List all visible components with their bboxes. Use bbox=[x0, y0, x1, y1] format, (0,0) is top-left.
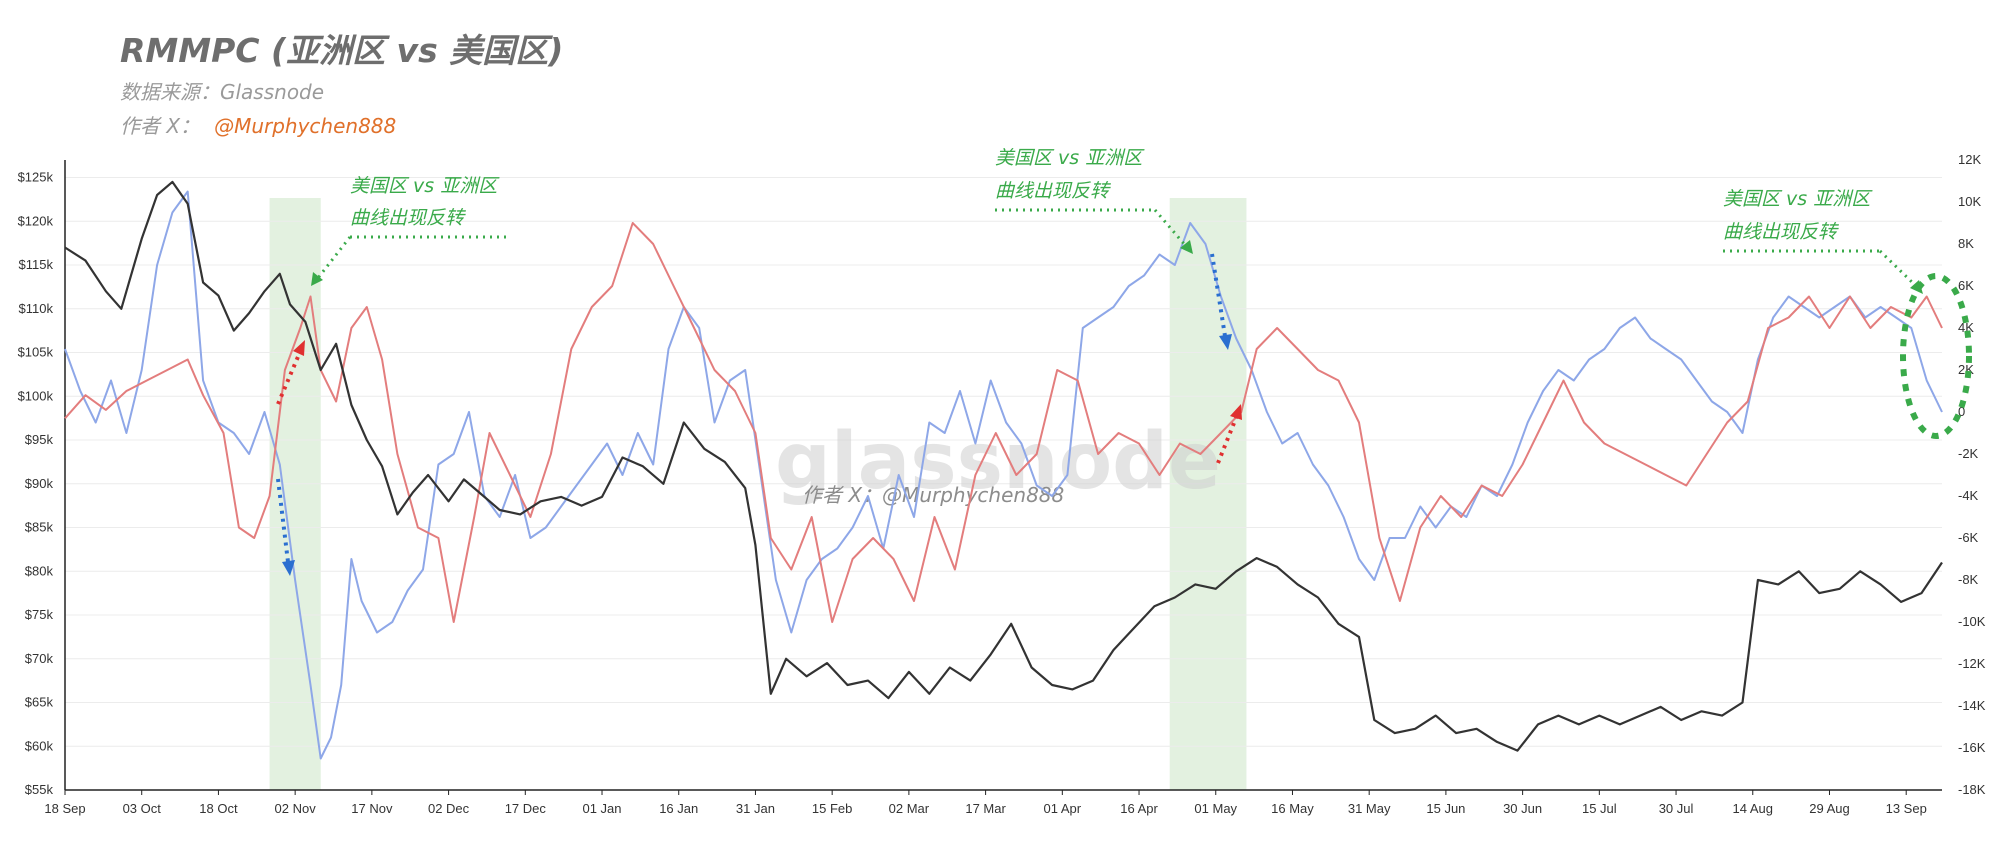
series-line-price bbox=[64, 180, 1943, 752]
x-tick-label: 01 May bbox=[1194, 801, 1237, 816]
x-tick-label: 02 Nov bbox=[275, 801, 317, 816]
right-tick-label: 12K bbox=[1958, 152, 1981, 167]
x-tick-label: 16 May bbox=[1271, 801, 1314, 816]
annotation-2-arrowhead bbox=[1180, 240, 1193, 254]
left-tick-label: $125k bbox=[18, 170, 54, 185]
left-tick-label: $55k bbox=[25, 782, 54, 797]
x-tick-label: 01 Jan bbox=[582, 801, 621, 816]
author-label: 作者 X： bbox=[120, 114, 201, 138]
x-tick-label: 15 Feb bbox=[812, 801, 852, 816]
data-source-label: 数据来源：Glassnode bbox=[120, 80, 325, 104]
x-tick-label: 02 Dec bbox=[428, 801, 470, 816]
annotation-2-line2: 曲线出现反转 bbox=[995, 180, 1111, 202]
x-tick-label: 03 Oct bbox=[123, 801, 162, 816]
left-tick-label: $90k bbox=[25, 476, 54, 491]
series-lines bbox=[64, 180, 1943, 760]
red-arrow-2 bbox=[1216, 417, 1238, 464]
chart-title: RMMPC (亚洲区 vs 美国区) bbox=[120, 31, 564, 70]
x-tick-label: 18 Oct bbox=[199, 801, 238, 816]
left-tick-label: $120k bbox=[18, 213, 54, 228]
x-tick-label: 15 Jul bbox=[1582, 801, 1617, 816]
highlight-band-2 bbox=[1169, 198, 1247, 790]
right-tick-label: -4K bbox=[1958, 488, 1979, 503]
series-line-asia bbox=[64, 190, 1943, 760]
series-line-us bbox=[64, 222, 1943, 623]
x-tick-label: 17 Mar bbox=[965, 801, 1006, 816]
right-tick-label: -10K bbox=[1958, 614, 1986, 629]
annotation-1-arrow bbox=[316, 236, 352, 279]
x-tick-label: 15 Jun bbox=[1426, 801, 1465, 816]
blue-arrow-1-head bbox=[282, 560, 295, 576]
highlight-ellipse bbox=[1900, 273, 1972, 439]
x-tick-label: 30 Jun bbox=[1503, 801, 1542, 816]
x-tick-label: 13 Sep bbox=[1886, 801, 1927, 816]
watermark: glassnode 作者 X：@Murphychen888 bbox=[775, 417, 1221, 507]
annotation-1-arrowhead bbox=[311, 272, 323, 286]
blue-arrow-2-head bbox=[1219, 334, 1232, 350]
x-tick-label: 18 Sep bbox=[44, 801, 85, 816]
x-tick-label: 01 Apr bbox=[1044, 801, 1082, 816]
left-tick-label: $115k bbox=[19, 257, 54, 272]
left-tick-label: $65k bbox=[25, 695, 54, 710]
red-arrow-1-head bbox=[293, 340, 305, 356]
annotation-3-line2: 曲线出现反转 bbox=[1723, 221, 1839, 243]
right-tick-label: -2K bbox=[1958, 446, 1979, 461]
x-tick-label: 16 Jan bbox=[659, 801, 698, 816]
left-tick-label: $100k bbox=[18, 388, 54, 403]
annotation-2-arrow bbox=[1153, 209, 1187, 246]
right-tick-label: -12K bbox=[1958, 656, 1986, 671]
left-tick-label: $85k bbox=[25, 520, 54, 535]
annotation-1-line2: 曲线出现反转 bbox=[350, 207, 466, 229]
left-tick-label: $60k bbox=[25, 738, 54, 753]
left-tick-label: $75k bbox=[25, 607, 54, 622]
annotations: 美国区 vs 亚洲区 曲线出现反转 美国区 vs 亚洲区 曲线出现反转 美国区 … bbox=[276, 147, 1972, 576]
x-tick-label: 14 Aug bbox=[1733, 801, 1774, 816]
right-tick-label: -8K bbox=[1958, 572, 1979, 587]
annotation-1-line1: 美国区 vs 亚洲区 bbox=[350, 175, 500, 197]
left-tick-label: $80k bbox=[25, 563, 54, 578]
author-line: 作者 X： @Murphychen888 bbox=[120, 110, 396, 139]
blue-arrow-1 bbox=[276, 478, 290, 563]
right-tick-label: -16K bbox=[1958, 740, 1986, 755]
right-tick-label: -6K bbox=[1958, 530, 1979, 545]
right-tick-label: 10K bbox=[1958, 194, 1981, 209]
red-arrow-2-head bbox=[1230, 404, 1242, 420]
x-tick-label: 31 Jan bbox=[736, 801, 775, 816]
annotation-2-line1: 美国区 vs 亚洲区 bbox=[995, 147, 1145, 169]
left-tick-label: $70k bbox=[25, 651, 54, 666]
x-tick-label: 16 Apr bbox=[1120, 801, 1158, 816]
right-tick-label: -14K bbox=[1958, 698, 1986, 713]
watermark-logo: glassnode bbox=[775, 417, 1221, 507]
x-tick-label: 30 Jul bbox=[1659, 801, 1694, 816]
watermark-author: 作者 X：@Murphychen888 bbox=[802, 483, 1064, 507]
x-tick-label: 29 Aug bbox=[1809, 801, 1850, 816]
left-tick-label: $105k bbox=[18, 345, 54, 360]
axes: $55k $60k $65k $70k $75k $80k $85k $90k $95k $100… bbox=[18, 152, 1986, 816]
right-tick-label: 6K bbox=[1958, 278, 1974, 293]
annotation-3-arrow bbox=[1878, 249, 1917, 287]
right-tick-label: 0 bbox=[1958, 404, 1965, 419]
left-tick-label: $95k bbox=[25, 432, 54, 447]
left-tick-label: $110k bbox=[19, 301, 54, 316]
right-tick-label: 8K bbox=[1958, 236, 1974, 251]
author-handle: @Murphychen888 bbox=[214, 114, 397, 138]
blue-arrow-2 bbox=[1210, 253, 1227, 337]
x-tick-label: 17 Nov bbox=[351, 801, 393, 816]
red-arrow-1 bbox=[276, 351, 302, 405]
x-tick-label: 31 May bbox=[1348, 801, 1391, 816]
annotation-3-line1: 美国区 vs 亚洲区 bbox=[1723, 188, 1873, 210]
x-tick-label: 02 Mar bbox=[889, 801, 930, 816]
right-tick-label: -18K bbox=[1958, 782, 1986, 797]
x-tick-label: 17 Dec bbox=[505, 801, 547, 816]
